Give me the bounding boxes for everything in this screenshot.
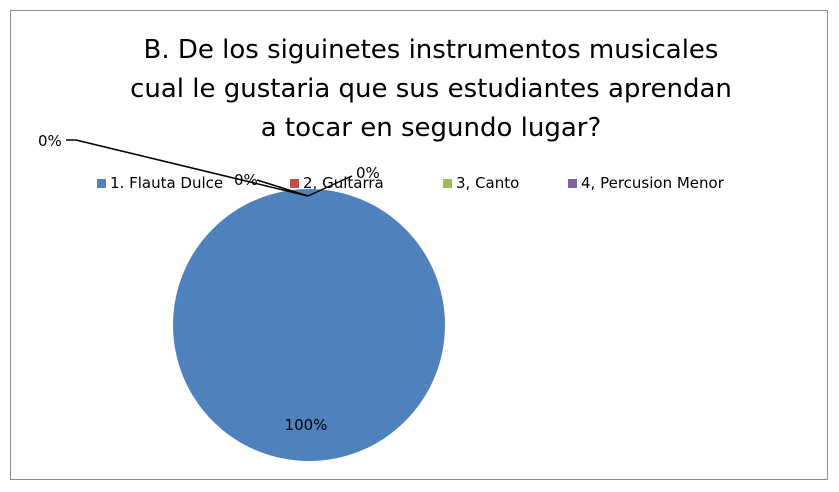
leader-line-canto — [307, 175, 353, 197]
pie-slice-flauta — [173, 189, 445, 461]
legend: 1. Flauta Dulce 2, Guitarra 3, Canto 4, … — [97, 174, 725, 192]
chart-title-line-3: a tocar en segundo lugar? — [261, 113, 602, 143]
data-label-flauta: 100% — [285, 416, 328, 434]
legend-label-canto: 3, Canto — [456, 174, 519, 192]
chart-title: B. De los siguinetes instrumentos musica… — [130, 35, 732, 143]
pie-slices — [173, 189, 445, 461]
legend-swatch-percusion — [568, 179, 577, 188]
legend-label-guitarra: 2, Guitarra — [303, 174, 384, 192]
legend-swatch-flauta — [97, 179, 106, 188]
legend-swatch-guitarra — [290, 179, 299, 188]
chart-title-line-2: cual le gustaria que sus estudiantes apr… — [130, 74, 732, 104]
leader-lines — [66, 139, 353, 197]
leader-line-flauta-zero — [66, 139, 309, 197]
legend-label-flauta: 1. Flauta Dulce — [110, 174, 223, 192]
data-label-canto: 0% — [234, 171, 258, 189]
legend-swatch-canto — [443, 179, 452, 188]
leader-line-guitarra — [256, 179, 309, 197]
chart-title-line-1: B. De los siguinetes instrumentos musica… — [144, 35, 719, 65]
data-label-percusion: 0% — [356, 164, 380, 182]
data-label-guitarra: 0% — [38, 132, 62, 150]
legend-label-percusion: 4, Percusion Menor — [581, 174, 725, 192]
data-labels: 100% 0% 0% 0% — [38, 132, 380, 434]
